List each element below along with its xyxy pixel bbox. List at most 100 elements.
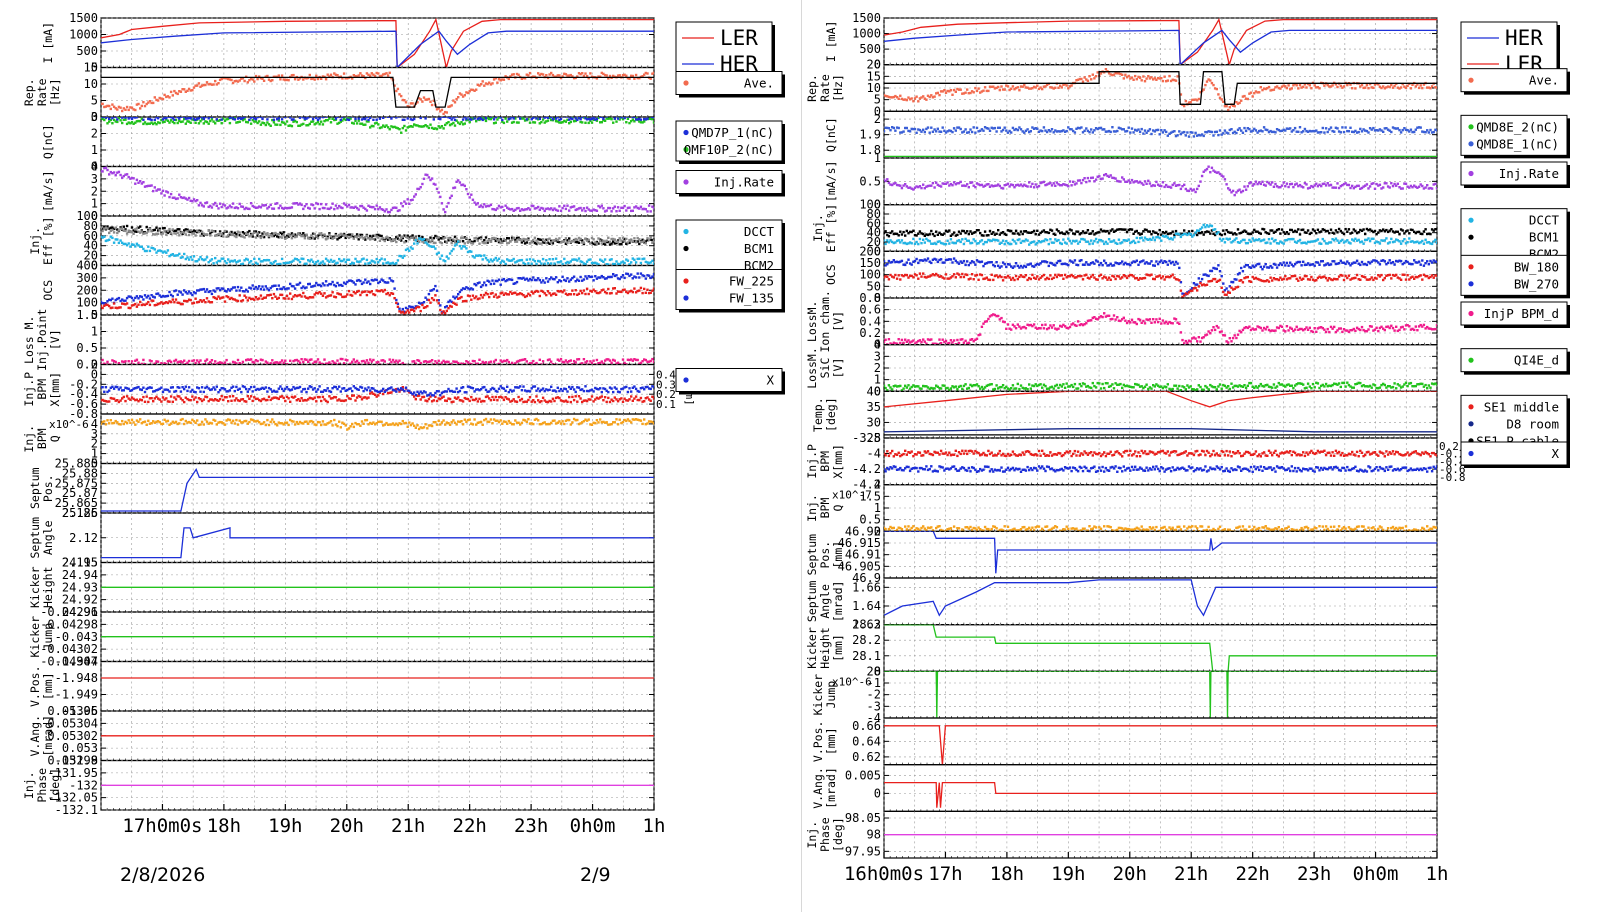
data-point — [342, 362, 346, 365]
data-point — [308, 260, 311, 263]
data-point — [631, 240, 634, 243]
data-point — [205, 395, 209, 399]
data-point — [453, 186, 457, 189]
data-point — [132, 122, 135, 125]
data-point — [192, 398, 196, 401]
data-point — [388, 277, 391, 280]
data-point — [419, 309, 422, 313]
data-point — [514, 400, 517, 403]
data-point — [444, 123, 447, 127]
data-point — [522, 117, 525, 118]
data-point — [236, 230, 240, 234]
data-point — [427, 176, 431, 179]
data-point — [409, 305, 413, 309]
data-point — [435, 399, 439, 403]
data-point — [238, 362, 241, 365]
data-point — [178, 90, 181, 93]
data-point — [561, 206, 564, 210]
data-point — [380, 289, 383, 292]
data-point — [139, 120, 142, 123]
data-point — [550, 241, 553, 244]
data-point — [230, 296, 233, 300]
data-point — [205, 358, 209, 361]
data-point — [357, 234, 360, 237]
data-point — [538, 238, 541, 241]
data-point — [215, 287, 218, 290]
data-point — [297, 398, 300, 401]
data-point — [276, 233, 279, 236]
data-point — [463, 245, 466, 248]
data-point — [597, 75, 600, 78]
data-point — [574, 117, 577, 120]
data-point — [194, 199, 197, 203]
data-point — [109, 386, 112, 389]
data-point — [235, 385, 238, 389]
data-point — [130, 389, 134, 392]
data-point — [174, 358, 178, 362]
data-point — [634, 276, 638, 279]
data-point — [150, 386, 153, 389]
data-point — [135, 230, 139, 233]
data-point — [470, 193, 473, 196]
data-point — [491, 117, 494, 119]
data-point — [427, 292, 431, 296]
data-point — [302, 207, 305, 211]
data-point — [626, 272, 630, 276]
data-point — [163, 194, 166, 197]
data-point — [111, 359, 114, 362]
data-point — [556, 117, 559, 119]
data-point — [594, 243, 597, 246]
data-point — [380, 257, 383, 260]
data-point — [585, 239, 589, 242]
data-point — [430, 297, 434, 300]
data-point — [414, 362, 417, 365]
data-point — [311, 362, 315, 365]
data-point — [106, 390, 109, 394]
data-point — [339, 118, 342, 122]
data-point — [520, 239, 524, 242]
data-point — [512, 120, 515, 124]
data-point — [212, 83, 215, 86]
data-point — [541, 396, 545, 399]
data-point — [435, 236, 439, 239]
data-point — [471, 288, 475, 291]
data-point — [581, 400, 584, 404]
data-point — [338, 113, 340, 115]
data-point — [357, 119, 360, 122]
data-point — [305, 262, 308, 265]
data-point — [523, 242, 527, 245]
data-point — [628, 263, 631, 266]
data-point — [643, 239, 646, 242]
data-point — [111, 122, 114, 125]
data-point — [297, 283, 300, 286]
data-point — [639, 396, 643, 400]
data-point — [282, 396, 285, 400]
data-point — [215, 362, 218, 365]
data-point — [184, 122, 187, 125]
data-point — [114, 298, 117, 302]
data-point — [264, 360, 267, 363]
data-point — [174, 398, 178, 401]
data-point — [191, 200, 194, 203]
data-point — [535, 206, 538, 210]
data-point — [470, 287, 473, 290]
data-point — [346, 359, 349, 362]
data-point — [293, 235, 297, 239]
data-point — [341, 295, 344, 299]
data-point — [311, 77, 315, 80]
data-point — [321, 234, 325, 237]
data-point — [303, 262, 307, 265]
data-point — [292, 385, 295, 389]
data-point — [284, 123, 287, 126]
data-point — [338, 121, 341, 125]
data-point — [634, 118, 638, 121]
data-point — [585, 260, 589, 263]
data-point — [276, 396, 279, 400]
data-point — [475, 284, 478, 287]
data-point — [447, 201, 450, 205]
data-point — [626, 117, 630, 118]
data-point — [535, 117, 538, 120]
data-point — [413, 360, 416, 363]
data-point — [289, 282, 292, 286]
y-tick-label: 20 — [84, 249, 98, 263]
